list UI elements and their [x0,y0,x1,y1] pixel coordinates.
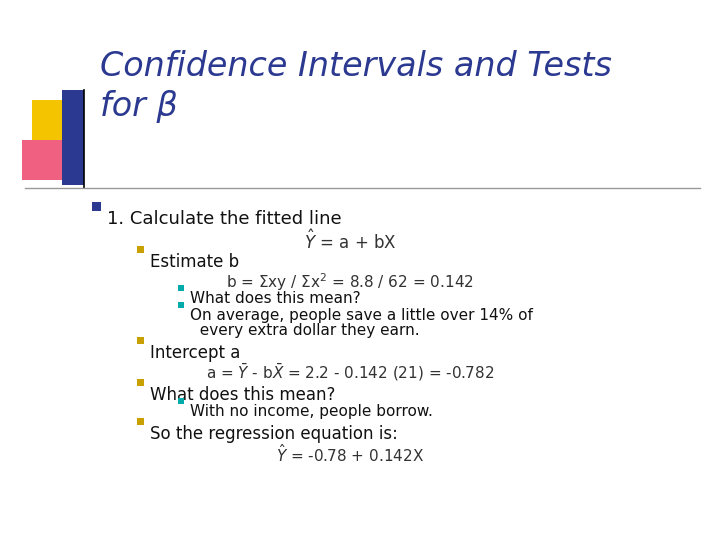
Bar [137,246,144,253]
Bar [137,418,144,425]
Bar [92,202,101,211]
Text: a = $\bar{Y}$ - b$\bar{X}$ = 2.2 - 0.142 (21) = -0.782: a = $\bar{Y}$ - b$\bar{X}$ = 2.2 - 0.142… [206,362,494,383]
Bar [178,302,184,308]
Text: for β: for β [100,90,178,123]
Bar [178,285,184,291]
Text: What does this mean?: What does this mean? [150,386,336,404]
Bar [137,337,144,344]
Bar [22,140,74,180]
Text: every extra dollar they earn.: every extra dollar they earn. [190,323,420,338]
Text: Confidence Intervals and Tests: Confidence Intervals and Tests [100,50,612,83]
Text: On average, people save a little over 14% of: On average, people save a little over 14… [190,308,533,323]
Text: Estimate b: Estimate b [150,253,239,271]
Bar [62,90,84,185]
Bar [137,379,144,386]
Text: With no income, people borrow.: With no income, people borrow. [190,404,433,419]
Text: So the regression equation is:: So the regression equation is: [150,425,398,443]
Text: 1. Calculate the fitted line: 1. Calculate the fitted line [107,210,341,228]
Bar [178,398,184,404]
Text: $\hat{Y}$ = a + bX: $\hat{Y}$ = a + bX [304,229,397,253]
Text: $\hat{Y}$ = -0.78 + 0.142X: $\hat{Y}$ = -0.78 + 0.142X [276,443,424,465]
Text: What does this mean?: What does this mean? [190,291,361,306]
Text: Intercept a: Intercept a [150,344,240,362]
Text: b = $\Sigma$xy / $\Sigma$x$^2$ = 8.8 / 62 = 0.142: b = $\Sigma$xy / $\Sigma$x$^2$ = 8.8 / 6… [226,271,474,293]
Bar [32,100,84,150]
